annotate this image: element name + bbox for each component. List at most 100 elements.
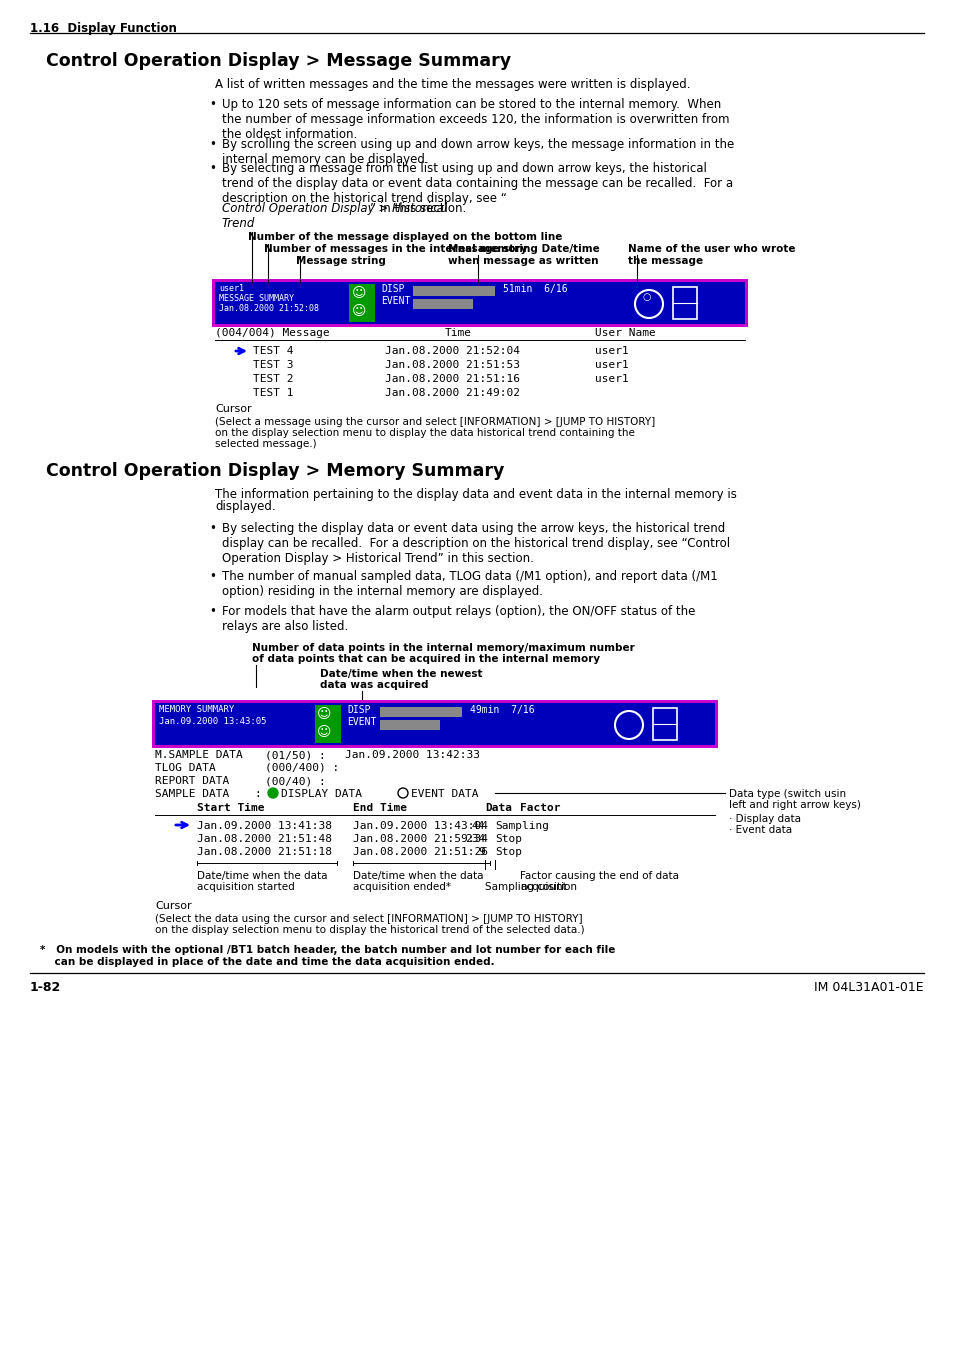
Text: Sampling count: Sampling count	[484, 882, 566, 892]
Text: ○: ○	[642, 292, 651, 303]
Text: REPORT DATA: REPORT DATA	[154, 775, 229, 786]
Text: Message string Date/time
when message as written: Message string Date/time when message as…	[448, 245, 599, 266]
Text: A list of written messages and the time the messages were written is displayed.: A list of written messages and the time …	[214, 78, 690, 91]
Text: Jan.08.2000 21:59:34: Jan.08.2000 21:59:34	[353, 834, 488, 844]
Bar	[652, 708, 677, 740]
Text: Factor causing the end of data: Factor causing the end of data	[519, 871, 679, 881]
Text: Up to 120 sets of message information can be stored to the internal memory.  Whe: Up to 120 sets of message information ca…	[222, 99, 729, 141]
Text: Control Operation Display > Memory Summary: Control Operation Display > Memory Summa…	[46, 462, 504, 480]
Text: 1-82: 1-82	[30, 981, 61, 994]
Text: 44: 44	[471, 821, 484, 831]
Text: Date/time when the data: Date/time when the data	[196, 871, 327, 881]
Text: •: •	[209, 570, 215, 584]
Text: ☺: ☺	[352, 286, 366, 300]
Text: can be displayed in place of the date and time the data acquisition ended.: can be displayed in place of the date an…	[40, 957, 494, 967]
Text: The number of manual sampled data, TLOG data (/M1 option), and report data (/M1
: The number of manual sampled data, TLOG …	[222, 570, 717, 598]
Text: *   On models with the optional /BT1 batch header, the batch number and lot numb: * On models with the optional /BT1 batch…	[40, 944, 615, 955]
Text: TLOG DATA: TLOG DATA	[154, 763, 215, 773]
Text: TEST 4: TEST 4	[253, 346, 294, 357]
Text: DISP: DISP	[380, 284, 404, 295]
Text: Date/time when the data: Date/time when the data	[353, 871, 483, 881]
Text: Message string: Message string	[295, 255, 385, 266]
Text: · Event data: · Event data	[728, 825, 791, 835]
Text: left and right arrow keys): left and right arrow keys)	[728, 800, 860, 811]
Text: user1: user1	[595, 374, 628, 384]
Text: Jan.08.2000 21:51:18: Jan.08.2000 21:51:18	[196, 847, 332, 857]
Text: (Select a message using the cursor and select [INFORMATION] > [JUMP TO HISTORY]: (Select a message using the cursor and s…	[214, 417, 655, 427]
Text: •: •	[209, 99, 215, 111]
Bar	[212, 280, 747, 327]
Text: EVENT DATA: EVENT DATA	[411, 789, 478, 798]
Text: selected message.): selected message.)	[214, 439, 316, 449]
Text: 49min  7/16: 49min 7/16	[470, 705, 534, 715]
Text: of data points that can be acquired in the internal memory: of data points that can be acquired in t…	[252, 654, 599, 663]
Bar	[413, 286, 495, 296]
Text: Jan.08.2000 21:51:53: Jan.08.2000 21:51:53	[385, 359, 519, 370]
Text: Cursor: Cursor	[214, 404, 252, 413]
Text: User Name: User Name	[595, 328, 655, 338]
Text: By selecting a message from the list using up and down arrow keys, the historica: By selecting a message from the list usi…	[222, 162, 732, 205]
Text: Name of the user who wrote
the message: Name of the user who wrote the message	[627, 245, 795, 266]
Text: The information pertaining to the display data and event data in the internal me: The information pertaining to the displa…	[214, 488, 736, 501]
Text: Stop: Stop	[495, 847, 521, 857]
Text: acquisition ended*: acquisition ended*	[353, 882, 451, 892]
Text: acquisition: acquisition	[519, 882, 577, 892]
Text: EVENT: EVENT	[347, 717, 376, 727]
Text: acquisition started: acquisition started	[196, 882, 294, 892]
Text: Control Operation Display > Historical
Trend: Control Operation Display > Historical T…	[222, 203, 447, 230]
Text: MEMORY SUMMARY: MEMORY SUMMARY	[159, 705, 234, 713]
Bar	[314, 705, 340, 743]
Text: Data: Data	[484, 802, 512, 813]
Text: Date/time when the newest: Date/time when the newest	[319, 669, 482, 680]
Text: on the display selection menu to display the data historical trend containing th: on the display selection menu to display…	[214, 428, 634, 438]
Text: Cursor: Cursor	[154, 901, 192, 911]
Text: IM 04L31A01-01E: IM 04L31A01-01E	[814, 981, 923, 994]
Text: TEST 1: TEST 1	[253, 388, 294, 399]
Text: M.SAMPLE DATA: M.SAMPLE DATA	[154, 750, 242, 761]
Bar	[154, 703, 714, 744]
Text: TEST 2: TEST 2	[253, 374, 294, 384]
Text: Time: Time	[444, 328, 472, 338]
Text: Stop: Stop	[495, 834, 521, 844]
Bar	[349, 284, 375, 322]
Text: · Display data: · Display data	[728, 815, 801, 824]
Bar	[379, 707, 461, 717]
Text: Jan.09.2000 13:42:33: Jan.09.2000 13:42:33	[345, 750, 479, 761]
Text: Start Time: Start Time	[196, 802, 264, 813]
Text: Jan.09.2000 13:41:38: Jan.09.2000 13:41:38	[196, 821, 332, 831]
Text: SAMPLE DATA: SAMPLE DATA	[154, 789, 229, 798]
Text: Number of the message displayed on the bottom line: Number of the message displayed on the b…	[248, 232, 561, 242]
Text: Jan.08.2000 21:51:48: Jan.08.2000 21:51:48	[196, 834, 332, 844]
Text: By selecting the display data or event data using the arrow keys, the historical: By selecting the display data or event d…	[222, 521, 729, 565]
Text: For models that have the alarm output relays (option), the ON/OFF status of the
: For models that have the alarm output re…	[222, 605, 695, 634]
Text: DISPLAY DATA: DISPLAY DATA	[281, 789, 361, 798]
Text: user1: user1	[595, 346, 628, 357]
Text: Jan.08.2000 21:51:26: Jan.08.2000 21:51:26	[353, 847, 488, 857]
Text: (000/400) :: (000/400) :	[265, 763, 339, 773]
Text: Jan.08.2000 21:51:16: Jan.08.2000 21:51:16	[385, 374, 519, 384]
Text: DISP: DISP	[347, 705, 370, 715]
Text: ” in this section.: ” in this section.	[370, 203, 466, 215]
Text: ☺: ☺	[316, 707, 331, 721]
Bar	[152, 700, 718, 748]
Text: •: •	[209, 605, 215, 617]
Text: Number of data points in the internal memory/maximum number: Number of data points in the internal me…	[252, 643, 634, 653]
Text: (004/004) Message: (004/004) Message	[214, 328, 330, 338]
Text: 234: 234	[464, 834, 484, 844]
Text: Jan.09.2000 13:43:04: Jan.09.2000 13:43:04	[353, 821, 488, 831]
Text: •: •	[209, 521, 215, 535]
Text: displayed.: displayed.	[214, 500, 275, 513]
Bar	[672, 286, 697, 319]
Text: :: :	[254, 789, 275, 798]
Text: (00/40) :: (00/40) :	[265, 775, 325, 786]
Text: Control Operation Display > Message Summary: Control Operation Display > Message Summ…	[46, 51, 511, 70]
Text: (Select the data using the cursor and select [INFORMATION] > [JUMP TO HISTORY]: (Select the data using the cursor and se…	[154, 915, 582, 924]
Text: data was acquired: data was acquired	[319, 680, 428, 690]
Circle shape	[268, 788, 277, 798]
Text: user1: user1	[595, 359, 628, 370]
Bar	[214, 282, 744, 324]
Bar	[379, 720, 439, 730]
Text: (01/50) :: (01/50) :	[265, 750, 325, 761]
Text: on the display selection menu to display the historical trend of the selected da: on the display selection menu to display…	[154, 925, 584, 935]
Text: user1: user1	[219, 284, 244, 293]
